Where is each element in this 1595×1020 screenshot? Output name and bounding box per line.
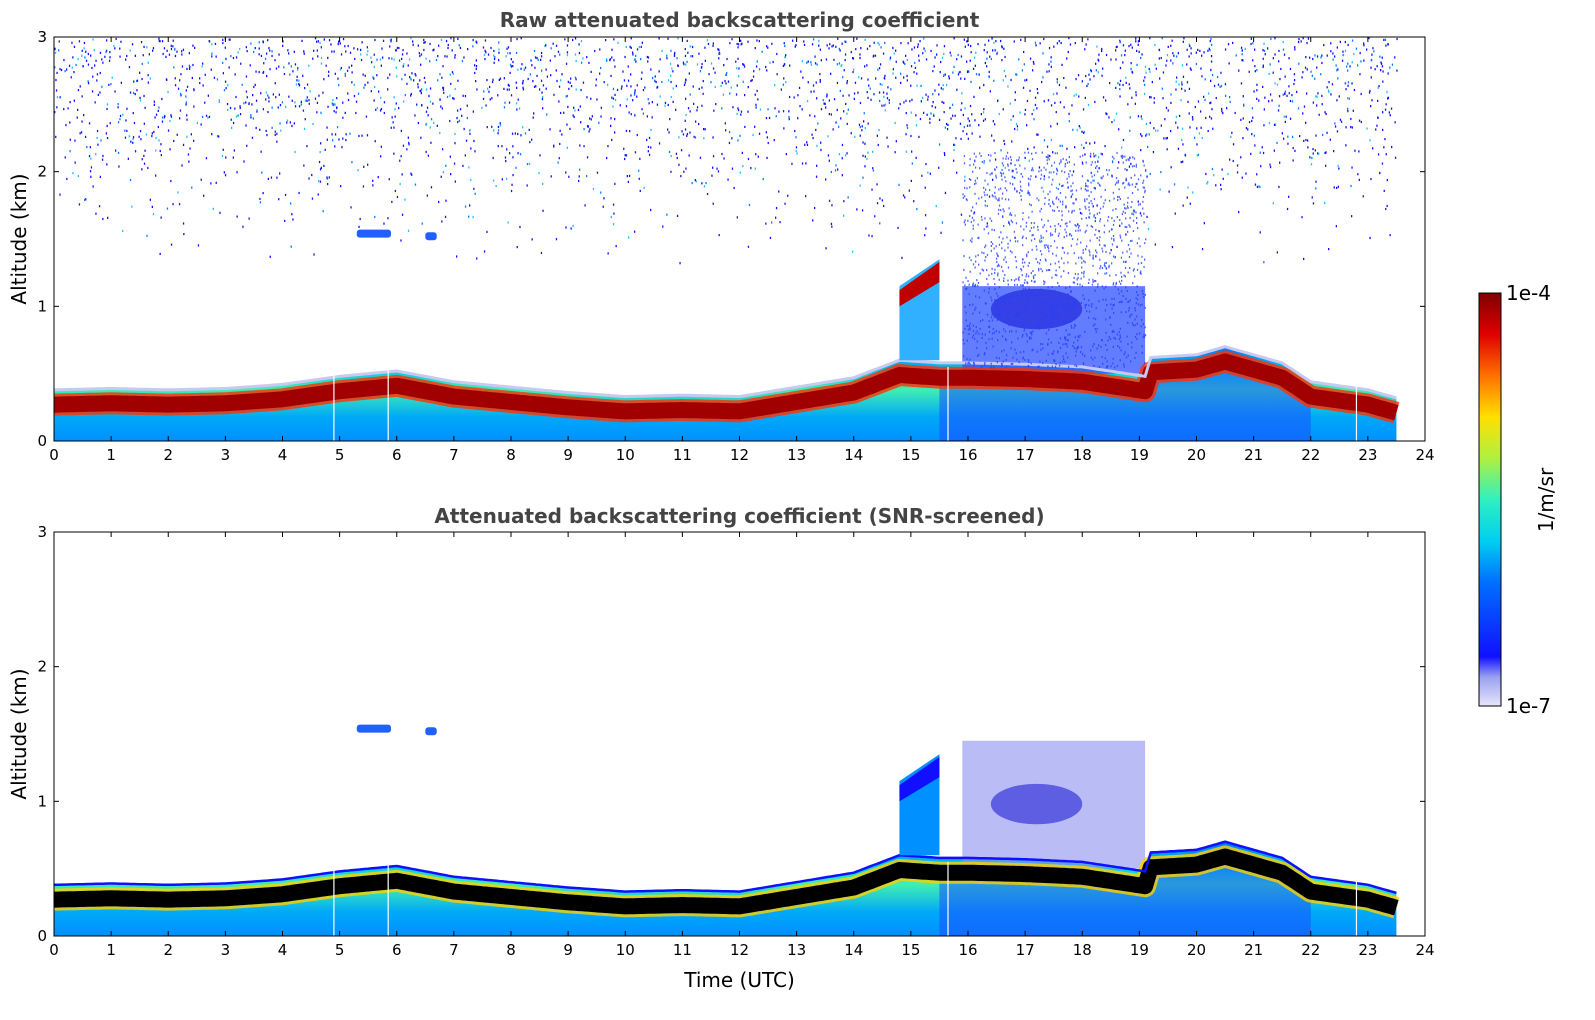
elevated-cloud-top (899, 756, 940, 802)
x-tick-label: 5 (335, 446, 345, 464)
x-tick-label: 23 (1358, 941, 1377, 959)
panel-screened: Attenuated backscattering coefficient (S… (7, 504, 1435, 992)
x-tick-label: 24 (1415, 446, 1434, 464)
aerosol-layer-peak (54, 353, 1402, 421)
x-tick-label: 20 (1187, 941, 1206, 959)
x-tick-label: 13 (787, 941, 806, 959)
colorbar-min-label: 1e-7 (1506, 694, 1551, 718)
x-tick-label: 6 (392, 446, 402, 464)
y-tick-label: 1 (37, 297, 47, 315)
x-tick-label: 14 (844, 941, 863, 959)
x-axis-label-screened: Time (UTC) (683, 968, 795, 992)
x-tick-label: 3 (221, 446, 231, 464)
chart-title-screened: Attenuated backscattering coefficient (S… (434, 504, 1044, 528)
x-tick-label: 10 (616, 941, 635, 959)
x-tick-label: 11 (673, 941, 692, 959)
x-tick-label: 18 (1073, 446, 1092, 464)
axis-ticks-screened: 0 1 2 3 4 5 6 7 8 9 10 11 12 13 14 15 16 17 18 19 20 21 22 23 24… (37, 523, 1434, 959)
x-tick-label: 21 (1244, 941, 1263, 959)
x-tick-label: 4 (278, 941, 288, 959)
colorbar-gradient (1478, 292, 1502, 707)
layer-top-edge (54, 840, 1397, 895)
x-tick-label: 17 (1016, 446, 1035, 464)
plot-area-raw (54, 37, 1405, 441)
x-tick-label: 11 (673, 446, 692, 464)
x-tick-label: 24 (1415, 941, 1434, 959)
diffuse-layer-core (990, 783, 1083, 825)
x-tick-label: 1 (106, 941, 116, 959)
x-tick-label: 17 (1016, 941, 1035, 959)
x-tick-label: 5 (335, 941, 345, 959)
x-tick-label: 22 (1301, 446, 1320, 464)
x-tick-label: 9 (563, 941, 573, 959)
aerosol-layer-peak (54, 848, 1402, 916)
y-tick-label: 3 (37, 523, 47, 541)
x-tick-label: 23 (1358, 446, 1377, 464)
x-tick-label: 12 (730, 446, 749, 464)
x-tick-label: 0 (49, 941, 59, 959)
x-tick-label: 8 (506, 941, 516, 959)
chart-title-raw: Raw attenuated backscattering coefficien… (500, 8, 980, 32)
colorbar-unit-label: 1/m/sr (1534, 467, 1558, 532)
noise-speckle (54, 37, 1398, 369)
x-tick-label: 9 (563, 446, 573, 464)
x-tick-label: 2 (163, 446, 173, 464)
x-tick-label: 6 (392, 941, 402, 959)
x-tick-label: 15 (901, 446, 920, 464)
panel-raw: Raw attenuated backscattering coefficien… (7, 8, 1435, 464)
colorbar-max-label: 1e-4 (1506, 281, 1551, 305)
plot-area-screened (54, 724, 1405, 936)
x-tick-label: 19 (1130, 446, 1149, 464)
x-tick-label: 10 (616, 446, 635, 464)
x-tick-label: 13 (787, 446, 806, 464)
elevated-cloud-top (899, 261, 940, 307)
y-tick-label: 3 (37, 28, 47, 46)
colorbar: 1e-4 1e-7 1/m/sr (1478, 281, 1558, 718)
axis-ticks-raw: 0 1 2 3 4 5 6 7 8 9 10 11 12 13 14 15 16 17 18 19 20 21 22 23 24… (37, 28, 1434, 464)
x-tick-label: 3 (221, 941, 231, 959)
x-tick-label: 12 (730, 941, 749, 959)
x-tick-label: 19 (1130, 941, 1149, 959)
x-tick-label: 7 (449, 941, 459, 959)
x-tick-label: 18 (1073, 941, 1092, 959)
x-tick-label: 15 (901, 941, 920, 959)
x-tick-label: 8 (506, 446, 516, 464)
x-tick-label: 21 (1244, 446, 1263, 464)
y-axis-label-screened: Altitude (km) (7, 668, 31, 799)
x-tick-label: 16 (958, 446, 977, 464)
x-tick-label: 2 (163, 941, 173, 959)
y-tick-label: 2 (37, 163, 47, 181)
aerosol-patch (425, 727, 437, 736)
aerosol-patch (356, 724, 392, 733)
layer-top-edge (54, 345, 1397, 400)
y-tick-label: 2 (37, 658, 47, 676)
y-tick-label: 0 (37, 927, 47, 945)
diffuse-layer-core (990, 288, 1083, 330)
x-tick-label: 20 (1187, 446, 1206, 464)
x-tick-label: 7 (449, 446, 459, 464)
x-tick-label: 0 (49, 446, 59, 464)
x-tick-label: 4 (278, 446, 288, 464)
x-tick-label: 22 (1301, 941, 1320, 959)
x-tick-label: 14 (844, 446, 863, 464)
y-tick-label: 0 (37, 432, 47, 450)
aerosol-patch (425, 232, 437, 241)
aerosol-patch (356, 229, 392, 238)
x-tick-label: 16 (958, 941, 977, 959)
x-tick-label: 1 (106, 446, 116, 464)
y-axis-label-raw: Altitude (km) (7, 173, 31, 304)
y-tick-label: 1 (37, 792, 47, 810)
